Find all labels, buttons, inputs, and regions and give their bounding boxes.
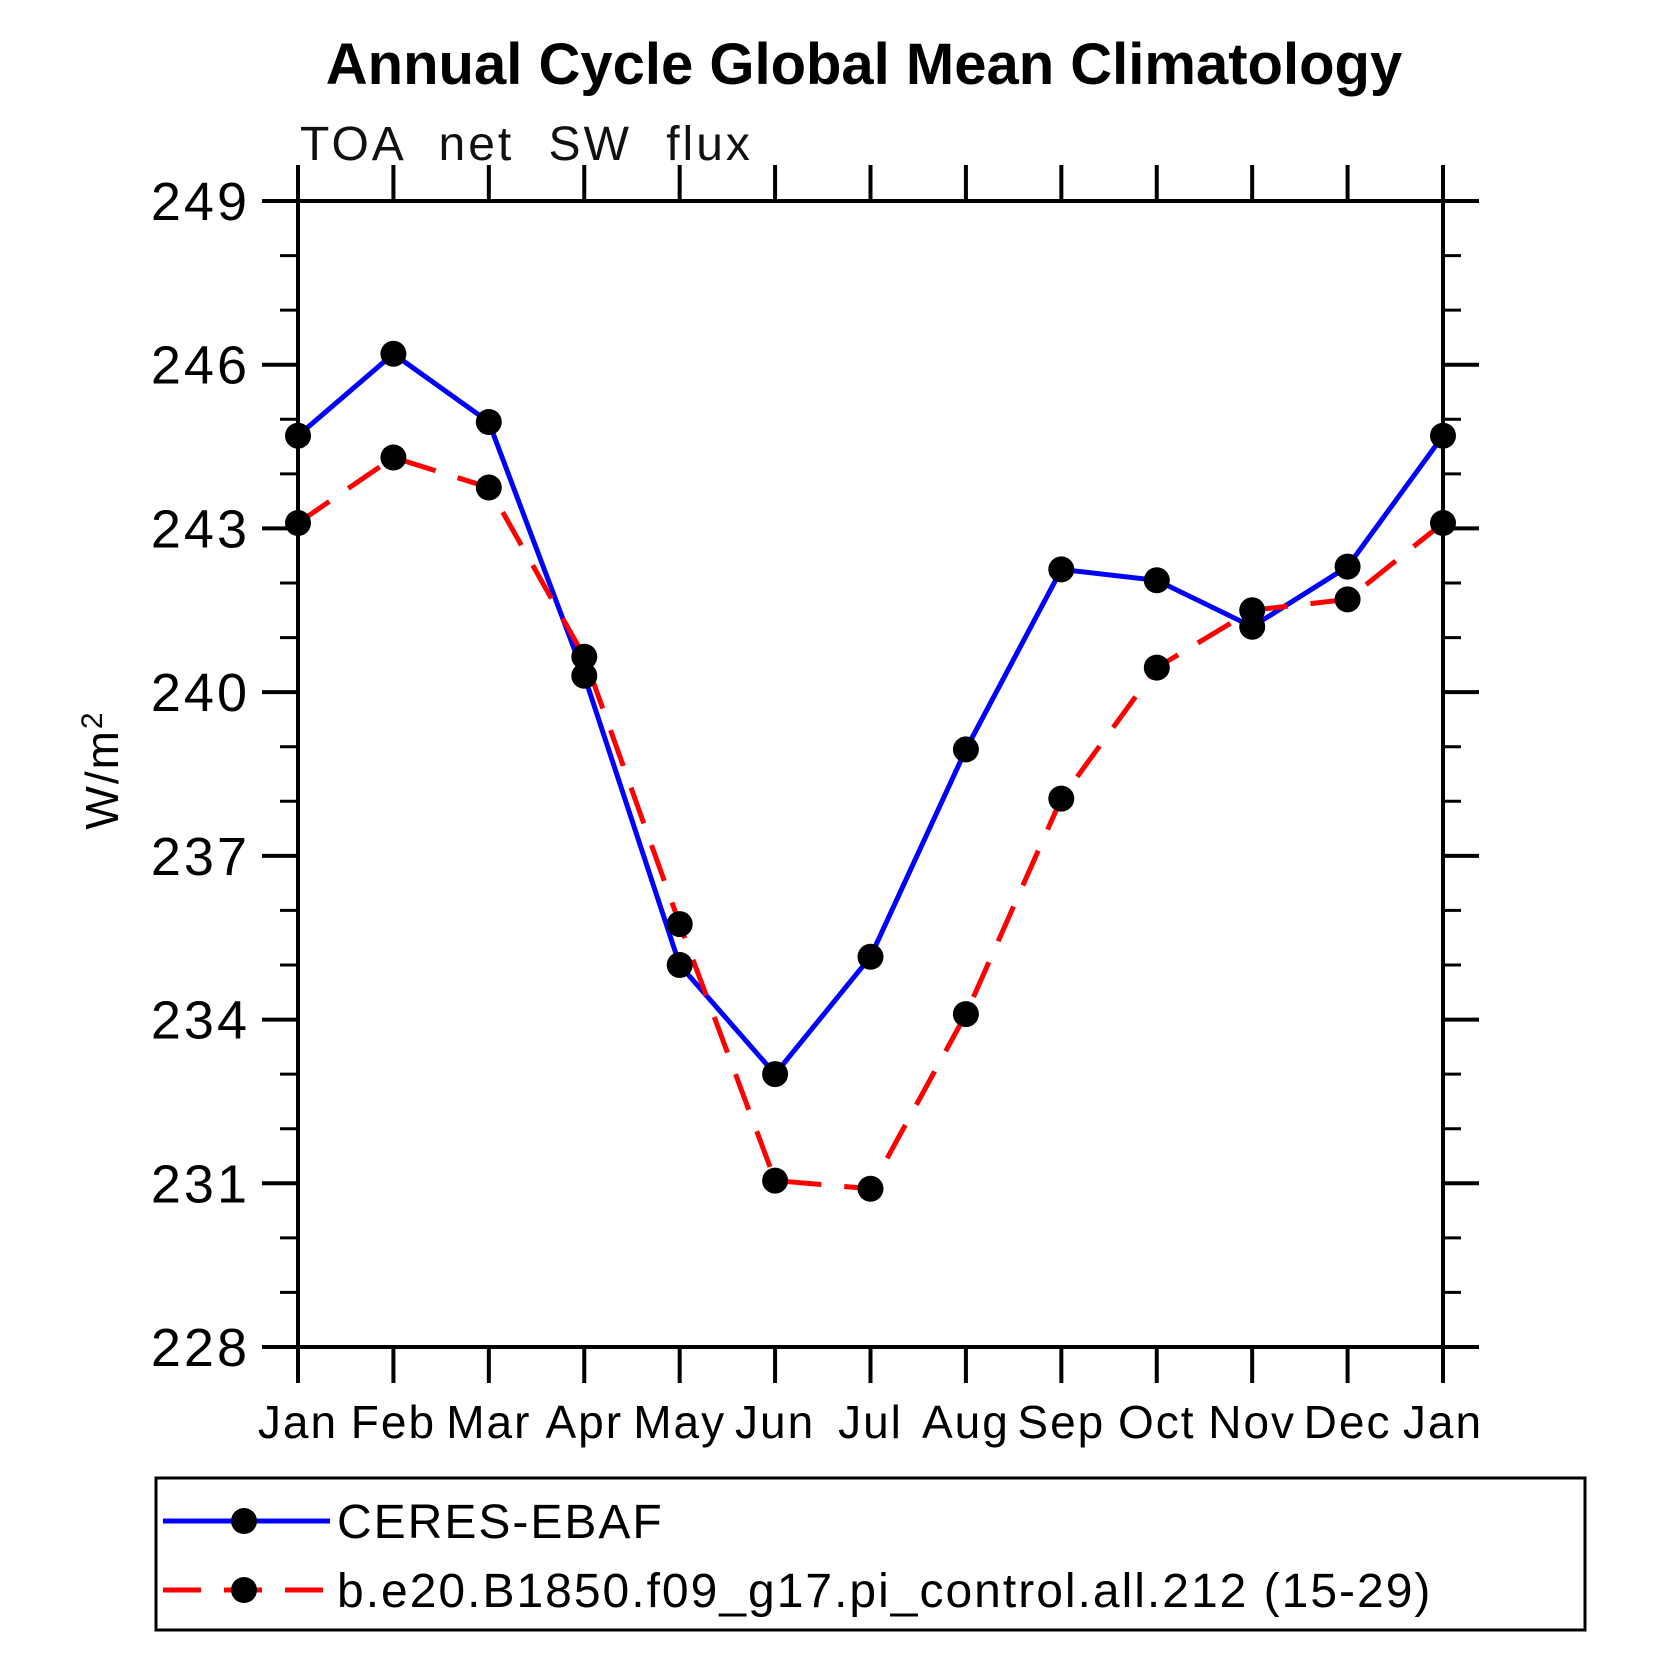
legend-label-ceres: CERES-EBAF: [337, 1496, 664, 1549]
y-tick-label: 246: [151, 336, 250, 396]
data-series-lines: [296, 350, 1446, 1192]
data-point: [1143, 567, 1170, 594]
x-tick-label: Aug: [922, 1396, 1010, 1448]
data-point: [571, 643, 598, 670]
y-tick-label: 231: [151, 1154, 250, 1214]
data-point: [1143, 654, 1170, 681]
legend-label-model: b.e20.B1850.f09_g17.pi_control.all.212 (…: [337, 1565, 1432, 1618]
chart-subtitle: TOA net SW flux: [300, 118, 753, 171]
y-axis-ticks: [262, 199, 1479, 1349]
x-tick-label: Jan: [258, 1396, 338, 1448]
y-axis-label: W/m2: [76, 710, 128, 829]
data-point: [952, 736, 979, 763]
data-point: [475, 474, 502, 501]
y-tick-label: 234: [151, 991, 250, 1051]
data-point: [857, 943, 884, 970]
x-tick-label: May: [633, 1396, 726, 1448]
y-tick-label: 237: [151, 827, 250, 887]
data-point: [1430, 510, 1456, 536]
series-line-1: [296, 454, 1445, 1192]
data-series-markers: [285, 340, 1456, 1202]
x-tick-label: Jun: [735, 1396, 815, 1448]
data-point: [1430, 422, 1456, 449]
x-tick-label: Apr: [545, 1396, 623, 1448]
x-tick-label: Feb: [351, 1396, 436, 1448]
y-tick-label: 228: [151, 1318, 250, 1378]
y-axis-tick-labels: 228 231 234 237 240 243 246 249: [151, 172, 250, 1378]
data-point: [762, 1167, 789, 1194]
data-point: [380, 340, 407, 367]
data-point: [666, 911, 693, 938]
x-axis-ticks: [296, 165, 1445, 1383]
data-point: [285, 422, 311, 449]
x-tick-label: Jan: [1403, 1396, 1483, 1448]
data-point: [762, 1061, 789, 1088]
y-axis-unit-superscript: 2: [76, 710, 109, 729]
legend: CERES-EBAF b.e20.B1850.f09_g17.pi_contro…: [154, 1476, 1587, 1632]
legend-sample-marker-ceres: [231, 1508, 257, 1534]
data-point: [475, 409, 502, 435]
legend-box: [154, 1476, 1587, 1632]
data-point: [571, 662, 598, 689]
y-tick-label: 243: [151, 499, 250, 559]
legend-sample-marker-model: [231, 1577, 257, 1603]
y-tick-label: 240: [151, 663, 250, 723]
x-tick-label: Mar: [446, 1396, 531, 1448]
x-axis-tick-labels: Jan Feb Mar Apr May Jun Jul Aug Sep Oct Nov Dec Jan: [258, 1396, 1483, 1448]
y-axis-unit: W/m: [76, 729, 128, 830]
x-tick-label: Jul: [838, 1396, 903, 1448]
x-tick-label: Oct: [1118, 1396, 1196, 1448]
chart-title: Annual Cycle Global Mean Climatology: [326, 32, 1402, 97]
data-point: [1048, 785, 1075, 812]
data-point: [1239, 597, 1266, 624]
y-tick-label: 249: [151, 172, 250, 232]
data-point: [1334, 586, 1361, 613]
data-point: [1334, 553, 1361, 580]
x-tick-label: Sep: [1017, 1396, 1105, 1448]
data-point: [857, 1175, 884, 1202]
data-point: [285, 510, 311, 536]
data-point: [666, 952, 693, 978]
plot-border: [296, 199, 1445, 1349]
data-point: [1048, 556, 1075, 583]
data-point: [380, 444, 407, 471]
plot-frame: [296, 199, 1445, 1349]
x-tick-label: Dec: [1304, 1396, 1392, 1448]
data-point: [952, 1001, 979, 1028]
x-tick-label: Nov: [1208, 1396, 1296, 1448]
